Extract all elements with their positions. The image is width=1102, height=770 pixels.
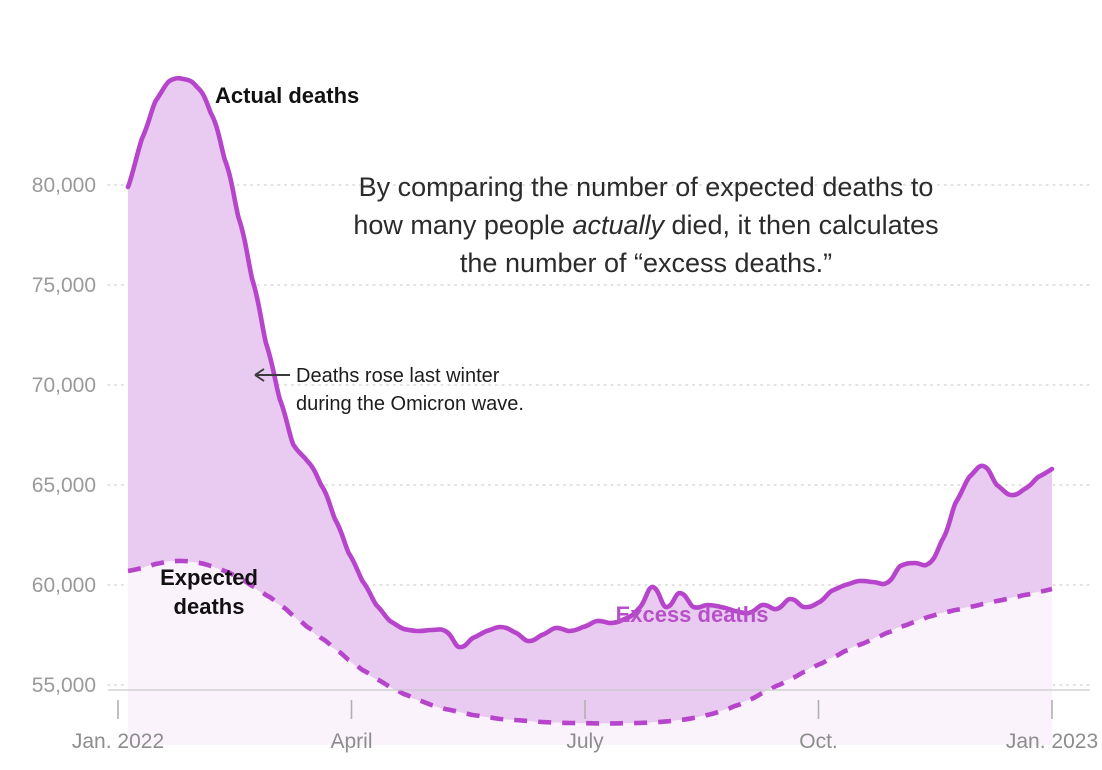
x-axis-tick-label: Jan. 2022 [72, 730, 164, 753]
y-axis-tick-label: 80,000 [32, 174, 96, 197]
expected-deaths-label-line2: deaths [174, 594, 245, 619]
x-axis-group: Jan. 2022 April July Oct. Jan. 2023 [72, 689, 1098, 753]
expected-deaths-line [127, 558, 1053, 726]
y-axis-tick-label: 55,000 [32, 674, 96, 697]
y-axis-tick-label: 75,000 [32, 274, 96, 297]
x-axis-tick-label: April [330, 730, 372, 753]
left-arrow-icon [254, 368, 290, 382]
excess-deaths-label: Excess deaths [616, 602, 769, 627]
y-axis-tick-label: 70,000 [32, 374, 96, 397]
expected-deaths-area [128, 560, 1052, 745]
actual-deaths-line [125, 75, 1055, 650]
y-axis-labels-group: 55,000 60,000 65,000 70,000 75,000 80,000 [32, 174, 96, 697]
x-axis-tick-label: July [566, 730, 604, 753]
series-lines-group [125, 75, 1055, 726]
y-axis-tick-label: 60,000 [32, 574, 96, 597]
omicron-callout-line1: Deaths rose last winter [296, 365, 500, 387]
main-callout-line2: how many people actually died, it then c… [353, 210, 938, 240]
x-axis-tick-label: Jan. 2023 [1006, 730, 1098, 753]
expected-deaths-label-line1: Expected [160, 565, 258, 590]
main-callout-line3: the number of “excess deaths.” [460, 248, 832, 278]
omicron-callout-line2: during the Omicron wave. [296, 393, 524, 415]
y-axis-tick-label: 65,000 [32, 474, 96, 497]
main-callout-line1: By comparing the number of expected deat… [359, 172, 934, 202]
x-axis-tick-label: Oct. [799, 730, 838, 753]
actual-deaths-label: Actual deaths [215, 83, 359, 108]
annotations-group: Actual deaths Expected deaths Excess dea… [160, 83, 939, 627]
